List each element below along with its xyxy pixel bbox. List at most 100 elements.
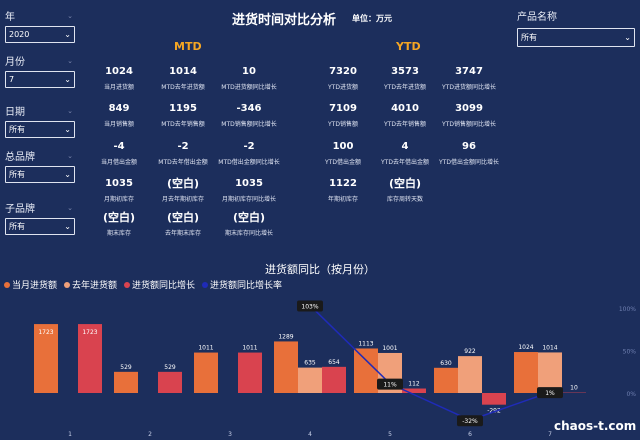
legend-item[interactable]: 进货额同比增长: [124, 278, 195, 291]
kpi-card: 3747 YTD进货额同比增长: [426, 66, 512, 91]
chevron-down-icon[interactable]: ⌄: [67, 151, 73, 160]
kpi-value: 4010: [391, 103, 419, 114]
kpi-label: 月期初库存同比增长: [221, 196, 276, 203]
month-select[interactable]: 7 ⌄: [5, 71, 75, 88]
dropdown-arrow-icon: ⌄: [64, 125, 71, 134]
legend-marker: [4, 281, 10, 288]
kpi-label: YTD去年销售额: [384, 121, 426, 128]
bar-last-year: [298, 367, 322, 393]
watermark: chaos-t.com: [554, 419, 637, 433]
growth-rate-label-bg: [297, 300, 323, 312]
kpi-card: (空白) 去年期末库存: [140, 212, 226, 238]
bar-value-label: 630: [440, 360, 452, 367]
kpi-card: 4010 YTD去年销售额: [362, 103, 448, 128]
kpi-value: 1122: [329, 178, 357, 189]
kpi-value: 100: [332, 141, 354, 152]
kpi-card: 3573 YTD去年进货额: [362, 66, 448, 91]
kpi-value: 96: [462, 141, 476, 152]
kpi-card: 1024 当月进货额: [76, 66, 162, 91]
growth-rate-label-bg: [457, 415, 483, 427]
kpi-value: (空白): [166, 177, 200, 190]
bar-last-year: [458, 356, 482, 393]
growth-rate-label: 1%: [545, 390, 555, 397]
kpi-label: 当月进货额: [103, 84, 134, 91]
bar-yoy-change: [482, 393, 506, 405]
bar-yoy-change: [238, 352, 262, 393]
legend-item[interactable]: 去年进货额: [64, 278, 117, 291]
unit-label: 单位：万元: [352, 14, 392, 23]
legend-label: 进货额同比增长率: [210, 281, 283, 291]
kpi-label: 当月销售额: [103, 121, 134, 128]
chevron-down-icon[interactable]: ⌄: [67, 106, 73, 115]
legend-item[interactable]: 当月进货额: [4, 278, 57, 291]
bar-value-label: 10: [570, 385, 578, 392]
kpi-label: 期末库存: [106, 230, 131, 237]
bar-value-label: 922: [464, 348, 476, 355]
kpi-label: MTD去年进货额: [161, 84, 205, 91]
legend-marker: [124, 281, 131, 288]
y-axis-tick-label: 0%: [626, 391, 636, 398]
kpi-label: 月去年期初库存: [161, 196, 204, 203]
bar-value-label: 1011: [242, 345, 257, 352]
brand-select[interactable]: 所有 ⌄: [5, 166, 75, 183]
kpi-card: (空白) 期末库存同比增长: [206, 212, 292, 238]
kpi-label: MTD进货额同比增长: [221, 84, 277, 91]
year-select-value: 2020: [9, 30, 30, 39]
kpi-card: (空白) 月去年期初库存: [140, 177, 226, 204]
date-select[interactable]: 所有 ⌄: [5, 121, 75, 138]
kpi-value: -4: [113, 141, 125, 152]
dropdown-arrow-icon: ⌄: [64, 222, 71, 231]
kpi-label: 去年期末库存: [164, 230, 201, 237]
kpi-label: MTD销售额同比增长: [221, 121, 277, 128]
kpi-card: 7109 YTD销售额: [300, 103, 386, 128]
bar-current: [514, 352, 538, 393]
page-title: 进货时间对比分析: [232, 13, 337, 28]
kpi-card: -346 MTD销售额同比增长: [206, 103, 292, 128]
sub-brand-select[interactable]: 所有 ⌄: [5, 218, 75, 235]
bar-yoy-change: [158, 371, 182, 393]
kpi-card: 10 MTD进货额同比增长: [206, 66, 292, 91]
kpi-card: 1122 年期初库存: [300, 178, 386, 203]
y-axis-tick-label: 50%: [623, 349, 637, 356]
brand-filter-label: 总品牌: [5, 152, 35, 163]
month-filter: 月份 ⌄ 7 ⌄: [5, 53, 75, 88]
legend-marker: [64, 281, 71, 288]
x-axis-tick-label: 3: [228, 431, 232, 438]
kpi-card: 7320 YTD进货额: [300, 66, 386, 91]
brand-filter: 总品牌 ⌄ 所有 ⌄: [5, 148, 75, 183]
bar-value-label: 1014: [542, 344, 557, 351]
kpi-value: 1014: [169, 66, 197, 77]
bar-yoy-change: [402, 388, 426, 393]
chevron-down-icon[interactable]: ⌄: [67, 11, 73, 20]
kpi-value: 3747: [455, 66, 483, 77]
growth-rate-label: 103%: [301, 303, 318, 310]
product-select[interactable]: 所有 ⌄: [517, 28, 635, 47]
bar-value-label: 112: [408, 381, 420, 388]
kpi-card: 1035 月期初库存: [76, 178, 162, 203]
x-axis-tick-label: 2: [148, 431, 152, 438]
bar-yoy-change: [322, 366, 346, 393]
x-axis-tick-label: 5: [388, 431, 392, 438]
kpi-value: 849: [108, 103, 130, 114]
bar-value-label: 1723: [82, 329, 97, 336]
kpi-card: (空白) 库存周转天数: [362, 178, 448, 204]
year-select[interactable]: 2020 ⌄: [5, 26, 75, 43]
kpi-label: 月期初库存: [103, 196, 134, 203]
legend-label: 当月进货额: [12, 281, 58, 291]
chevron-down-icon[interactable]: ⌄: [67, 56, 73, 65]
kpi-value: 1024: [105, 66, 133, 77]
kpi-value: 7320: [329, 66, 357, 77]
kpi-card: 1035 月期初库存同比增长: [206, 178, 292, 203]
growth-rate-label-bg: [537, 387, 563, 399]
month-filter-label: 月份: [5, 57, 25, 68]
product-filter-label: 产品名称: [517, 12, 557, 23]
kpi-card: 849 当月销售额: [76, 103, 162, 128]
kpi-value: (空白): [102, 211, 136, 224]
chevron-down-icon[interactable]: ⌄: [67, 203, 73, 212]
legend-item[interactable]: 进货额同比增长率: [202, 278, 282, 291]
y-axis-tick-label: 100%: [619, 306, 636, 313]
bar-value-label: 654: [328, 359, 340, 366]
kpi-label: YTD进货额: [328, 84, 358, 91]
kpi-label: 当月借出金额: [100, 159, 137, 166]
dropdown-arrow-icon: ⌄: [624, 33, 631, 42]
